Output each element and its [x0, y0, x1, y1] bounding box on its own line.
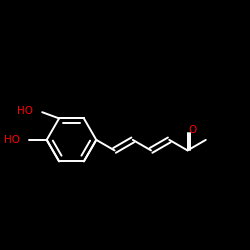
Text: O: O	[189, 125, 197, 135]
Text: HO: HO	[4, 135, 20, 145]
Text: HO: HO	[17, 106, 33, 116]
